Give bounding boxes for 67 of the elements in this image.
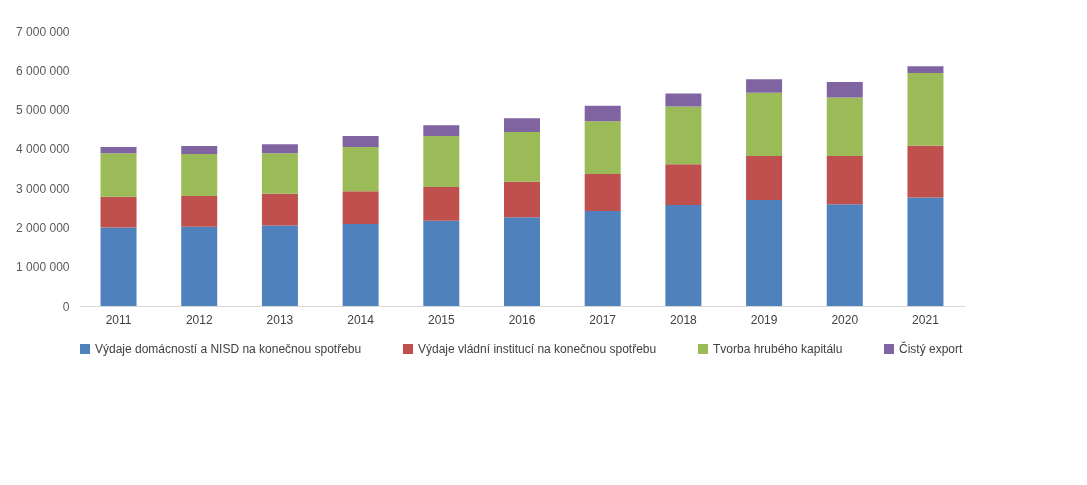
bar [504,181,540,218]
legend-label: Výdaje vládní institucí na konečnou spotřebu [418,342,657,356]
bar [665,164,702,206]
bar [504,131,540,182]
x-tick-label: 2020 [831,312,859,327]
bar [342,223,379,306]
x-tick-label: 2016 [508,312,536,327]
bar [181,196,218,227]
bar [504,118,540,132]
bar [826,155,863,205]
bar [181,146,218,154]
bar [826,82,863,98]
y-tick-label: 7 000 000 [16,24,70,39]
bar [423,125,460,136]
bar [423,220,460,306]
bar [261,153,298,194]
bar [665,93,702,107]
bar [423,135,460,187]
bar [342,146,379,192]
x-tick-label: 2018 [670,312,698,327]
x-tick-label: 2012 [185,312,213,327]
y-tick-label: 5 000 000 [16,103,70,118]
bar [181,226,218,306]
bar [665,205,702,306]
x-tick-label: 2021 [912,312,940,327]
x-tick-label: 2015 [427,312,455,327]
bar [584,105,621,122]
y-tick-label: 1 000 000 [16,260,70,275]
bar [746,199,783,306]
bar [907,197,944,306]
bar [907,73,944,146]
y-tick-label: 6 000 000 [16,63,70,78]
bar [342,135,379,147]
y-tick-label: 3 000 000 [16,181,70,196]
x-tick-label: 2014 [347,312,375,327]
bar [746,155,783,200]
bar [826,97,863,156]
bar [584,174,621,211]
x-tick-label: 2017 [589,312,617,327]
bar [746,92,783,156]
bar [907,66,944,74]
bar [826,204,863,306]
bar [584,210,621,306]
bar [907,145,944,198]
legend-label: Tvorba hrubého kapitálu [713,342,843,356]
bar [261,225,298,306]
legend-label: Čistý export [899,341,964,356]
bar [665,106,702,165]
bar [261,193,298,226]
x-tick-label: 2013 [266,312,294,327]
bar [181,153,218,196]
bar [100,146,137,154]
bar [584,121,621,174]
x-tick-label: 2011 [105,312,132,327]
bar [100,153,137,197]
x-tick-label: 2019 [750,312,778,327]
y-tick-label: 4 000 000 [16,142,70,157]
bar [100,227,137,306]
bar [342,191,379,224]
bar [746,79,783,93]
y-tick-label: 2 000 000 [16,220,70,235]
legend-label: Výdaje domácností a NISD na konečnou spotřebu [95,342,362,356]
bar [100,196,137,228]
bar [423,186,460,221]
y-tick-label: 0 [62,299,70,314]
bar [504,217,540,306]
bar [261,144,298,154]
